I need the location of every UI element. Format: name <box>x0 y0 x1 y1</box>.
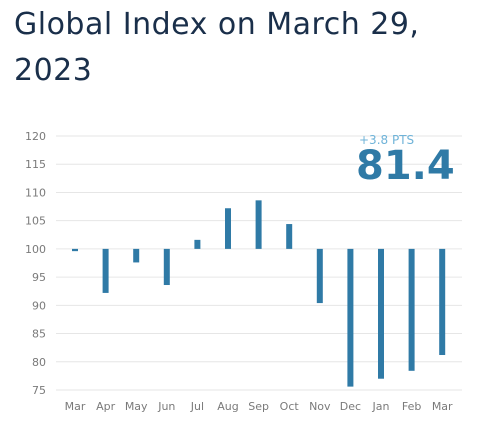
y-tick-label: 100 <box>25 243 46 256</box>
bar <box>347 248 354 387</box>
y-tick-label: 115 <box>25 158 46 171</box>
y-tick-label: 75 <box>32 384 46 397</box>
bar <box>225 208 231 249</box>
x-tick-label: Jan <box>372 400 390 413</box>
y-tick-label: 110 <box>25 186 46 199</box>
x-tick-label: May <box>125 400 148 413</box>
bar <box>316 248 323 304</box>
x-tick-label: Feb <box>402 400 421 413</box>
x-tick-label: Mar <box>432 400 453 413</box>
x-tick-label: Sep <box>248 400 269 413</box>
x-tick-label: Jun <box>157 400 175 413</box>
x-tick-label: Dec <box>340 400 361 413</box>
change-label: +3.8 PTS <box>359 133 415 147</box>
bar <box>408 248 415 371</box>
x-tick-label: Oct <box>280 400 300 413</box>
bar <box>133 248 140 263</box>
x-tick-label: Jul <box>190 400 204 413</box>
bar <box>194 239 201 249</box>
page-title: Global Index on March 29, 2023 <box>14 7 420 88</box>
bar <box>163 248 170 286</box>
y-tick-label: 105 <box>25 215 46 228</box>
bar <box>255 200 262 249</box>
x-tick-label: Aug <box>217 400 238 413</box>
y-tick-label: 85 <box>32 328 46 341</box>
bar <box>439 248 446 356</box>
bar <box>102 248 109 293</box>
y-tick-label: 90 <box>32 299 46 312</box>
x-tick-label: Mar <box>65 400 86 413</box>
bar <box>286 224 293 249</box>
bar <box>378 248 384 379</box>
y-tick-label: 80 <box>32 356 46 369</box>
y-tick-label: 120 <box>25 130 46 143</box>
current-value: 81.4 <box>356 143 455 189</box>
x-tick-label: Apr <box>96 400 116 413</box>
bar <box>72 248 78 252</box>
x-tick-label: Nov <box>309 400 331 413</box>
y-tick-label: 95 <box>32 271 46 284</box>
